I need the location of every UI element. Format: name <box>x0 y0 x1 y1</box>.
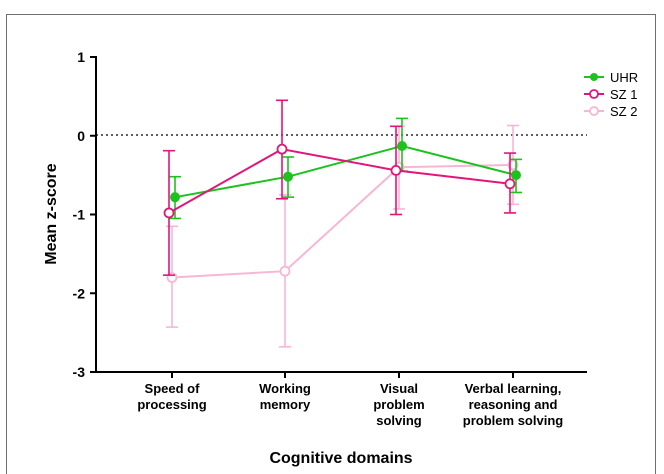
x-category-label: Working memory <box>259 381 311 412</box>
legend-label: SZ 2 <box>610 104 637 119</box>
series-layer <box>163 99 522 348</box>
x-axis-title: Cognitive domains <box>269 450 412 467</box>
series-line <box>171 163 514 279</box>
legend: UHR SZ 1 SZ 2 <box>584 70 638 119</box>
chart-frame <box>6 14 656 474</box>
x-category-label: Speed of processing <box>137 381 206 412</box>
data-point <box>511 170 521 181</box>
x-category-line: problem <box>373 397 424 412</box>
series-uhr <box>169 117 522 220</box>
x-category-line: processing <box>137 397 206 412</box>
y-ticks: 1 0 -1 -2 -3 <box>73 49 96 380</box>
series-sz-1 <box>163 99 516 276</box>
legend-marker <box>590 73 598 81</box>
legend-item: UHR <box>584 70 638 85</box>
x-category-line: Visual <box>380 381 418 396</box>
legend-marker <box>589 106 599 116</box>
data-point <box>163 207 175 219</box>
data-point <box>504 178 516 190</box>
y-tick-label: -2 <box>73 285 86 301</box>
x-category-line: problem solving <box>463 413 563 428</box>
legend-item: SZ 2 <box>584 104 637 119</box>
series-sz-2 <box>166 124 519 348</box>
y-tick-label: -1 <box>73 207 86 223</box>
y-tick-label: 0 <box>77 128 85 144</box>
data-point <box>279 265 291 277</box>
legend-label: SZ 1 <box>610 87 637 102</box>
data-point <box>276 143 288 155</box>
data-point <box>283 171 293 182</box>
x-category-label: Visual problem solving <box>373 381 424 428</box>
x-category-line: Working <box>259 381 311 396</box>
series-line <box>174 144 517 199</box>
data-point <box>390 164 402 176</box>
series-line <box>168 148 511 214</box>
legend-marker <box>589 89 599 99</box>
x-category-line: memory <box>260 397 311 412</box>
y-tick-label: 1 <box>77 49 85 65</box>
data-point <box>397 140 407 151</box>
y-axis-title: Mean z-score <box>43 163 60 264</box>
x-category-line: Verbal learning, <box>465 381 562 396</box>
legend-label: UHR <box>610 70 638 85</box>
x-category-line: Speed of <box>145 381 201 396</box>
x-category-line: reasoning and <box>469 397 558 412</box>
x-category-line: solving <box>376 413 422 428</box>
legend-item: SZ 1 <box>584 87 637 102</box>
y-tick-label: -3 <box>73 364 86 380</box>
x-category-label: Verbal learning, reasoning and problem sol… <box>463 381 563 428</box>
data-point <box>170 192 180 203</box>
